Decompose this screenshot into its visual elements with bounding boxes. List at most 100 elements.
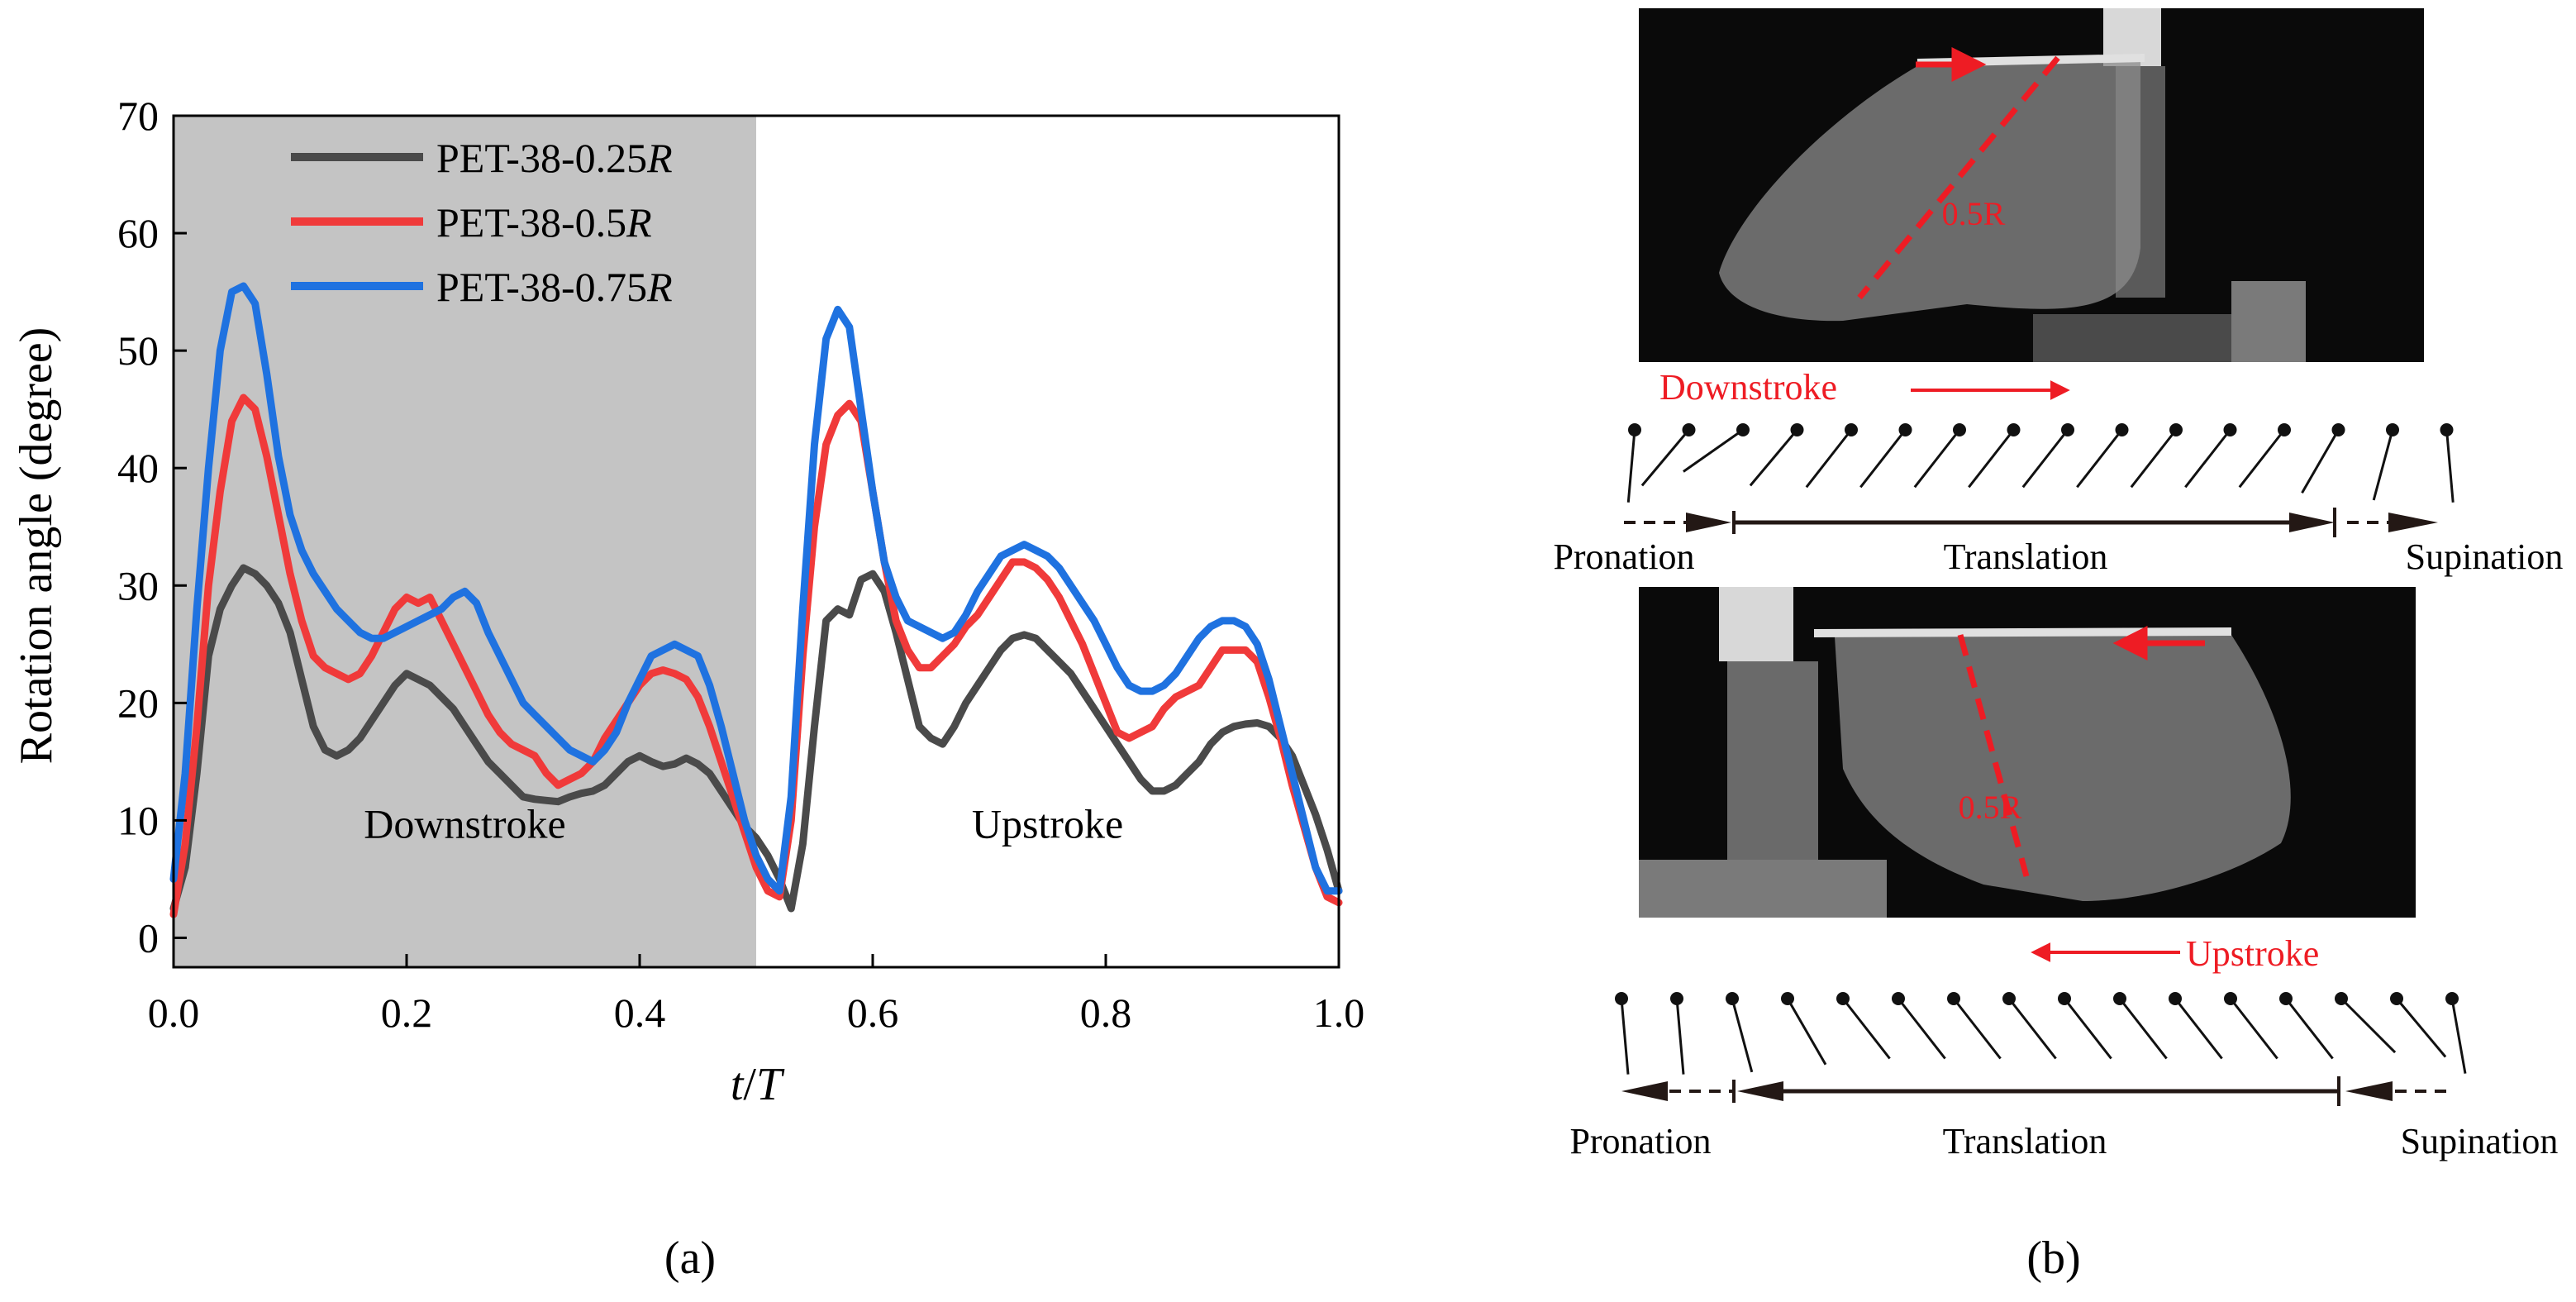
- y-tick-label: 40: [117, 445, 159, 491]
- wing-pivot-dot: [1898, 423, 1912, 436]
- x-tick-label: 0.8: [1080, 990, 1132, 1036]
- downstroke-shaded-region: [174, 116, 756, 967]
- translation-label-top: Translation: [1944, 537, 2108, 577]
- x-axis-title: t/T: [731, 1059, 785, 1110]
- chart-panel-a: 0.0 0.2 0.4 0.6 0.8 1.0 0 10 20 30 40 50 60 70 Downst…: [11, 93, 1364, 1284]
- wing-section-line: [2130, 429, 2178, 489]
- wing-section-line: [2076, 429, 2123, 489]
- pronation-arrowhead-bottom: [1621, 1081, 1668, 1101]
- pronation-arrowhead-top: [1686, 513, 1731, 532]
- wing-pivot-dot: [2113, 992, 2126, 1005]
- x-tick-label: 0.2: [381, 990, 433, 1036]
- x-tick-label: 0.4: [614, 990, 666, 1036]
- wing-section-line: [1952, 998, 2002, 1060]
- translation-arrowhead-bottom: [1737, 1081, 1783, 1101]
- wing-pivot-dot: [1615, 992, 1628, 1005]
- supination-label-top: Supination: [2406, 537, 2564, 577]
- wing-pivot-dot: [2278, 423, 2291, 436]
- y-tick-label: 30: [117, 562, 159, 608]
- phase-bar-downstroke: Pronation Translation Supination: [1553, 508, 2563, 577]
- wing-section-line: [1683, 428, 1744, 473]
- axis-ticks: 0.0 0.2 0.4 0.6 0.8 1.0 0 10 20 30 40 50 60 70: [117, 93, 1364, 1036]
- wing-pivot-dot: [2061, 423, 2074, 436]
- supination-label-bottom: Supination: [2401, 1121, 2559, 1161]
- wing-pivot-dot: [2445, 992, 2459, 1005]
- x-tick-label: 0.6: [847, 990, 899, 1036]
- x-tick-label: 0.0: [148, 990, 200, 1036]
- wing-section-line: [2021, 429, 2069, 489]
- photo-upstroke: 0.5R: [1639, 587, 2416, 918]
- wing-pivot-dot: [2223, 423, 2237, 436]
- wing-section-line: [1805, 429, 1853, 489]
- legend: PET-38-0.25R PET-38-0.5R PET-38-0.75R: [291, 135, 673, 310]
- wing-membrane-bottom: [1835, 635, 2291, 901]
- wing-rotation-sequence-upstroke: [1615, 992, 2467, 1075]
- wing-section-line: [1749, 429, 1798, 487]
- wing-section-line: [2372, 429, 2394, 501]
- mount-post-bottom: [1727, 661, 1818, 876]
- wing-rotation-sequence-downstroke: [1626, 423, 2455, 503]
- legend-label-075r: PET-38-0.75R: [436, 264, 673, 310]
- y-tick-label: 50: [117, 327, 159, 374]
- series-line-025r: [169, 564, 1343, 913]
- y-axis-title: Rotation angle (degree): [11, 327, 62, 765]
- translation-arrowhead-top: [2289, 513, 2335, 532]
- wing-pivot-dot: [1628, 423, 1641, 436]
- mount-base: [2033, 314, 2248, 362]
- pronation-label-top: Pronation: [1553, 537, 1694, 577]
- wing-pivot-dot: [1790, 423, 1804, 436]
- wing-pivot-dot: [2279, 992, 2293, 1005]
- wing-section-line: [1913, 429, 1961, 489]
- series-line-075r: [169, 282, 1343, 895]
- wing-pivot-dot: [1892, 992, 1905, 1005]
- annotation-downstroke: Downstroke: [364, 801, 565, 847]
- legend-label-025r: PET-38-0.25R: [436, 135, 673, 181]
- y-tick-label: 20: [117, 680, 159, 726]
- supination-arrowhead-bottom: [2345, 1081, 2393, 1101]
- wing-section-line: [1968, 429, 2015, 489]
- panel-label-a: (a): [664, 1233, 716, 1284]
- measure-label-top: 0.5R: [1942, 195, 2006, 232]
- mount-clamp: [2231, 281, 2306, 362]
- supination-arrowhead-top: [2388, 513, 2438, 532]
- upstroke-label: Upstroke: [2186, 933, 2319, 974]
- translation-label-bottom: Translation: [1943, 1121, 2107, 1161]
- wing-membrane: [1719, 60, 2140, 322]
- wing-pivot-dot: [1670, 992, 1683, 1005]
- series-layer: [169, 282, 1343, 918]
- wing-section-line: [2340, 997, 2397, 1054]
- wing-section-line: [1731, 998, 1754, 1073]
- wing-section-line: [1620, 998, 1630, 1075]
- series-line-05r: [169, 393, 1343, 918]
- wing-section-line: [2184, 429, 2231, 489]
- mount-block-bottom: [1719, 587, 1793, 661]
- wing-pivot-dot: [1953, 423, 1966, 436]
- wing-section-line: [2118, 998, 2168, 1060]
- schematic-panel-b: 0.5R Downstroke Pronation Translation Su…: [1553, 8, 2563, 1284]
- wing-section-line: [2063, 998, 2112, 1060]
- wing-pivot-dot: [2007, 423, 2021, 436]
- measure-label-bottom: 0.5R: [1959, 789, 2022, 826]
- photo-downstroke: 0.5R: [1639, 8, 2424, 362]
- wing-pivot-dot: [1845, 423, 1858, 436]
- wing-section-line: [2174, 998, 2223, 1060]
- phase-bar-upstroke: Pronation Translation Supination: [1569, 1076, 2558, 1161]
- wing-section-line: [2284, 998, 2334, 1060]
- legend-label-05r: PET-38-0.5R: [436, 199, 652, 246]
- y-tick-label: 0: [138, 914, 159, 961]
- wing-section-line: [2301, 429, 2340, 494]
- y-tick-label: 10: [117, 797, 159, 843]
- panel-label-b: (b): [2026, 1233, 2080, 1284]
- wing-pivot-dot: [2390, 992, 2403, 1005]
- wing-pivot-dot: [2002, 992, 2016, 1005]
- mount-base-bottom: [1639, 860, 1887, 918]
- wing-pivot-dot: [1836, 992, 1850, 1005]
- wing-section-line: [2238, 429, 2286, 489]
- wing-section-line: [1841, 998, 1891, 1060]
- wing-leading-edge-bottom: [1813, 627, 2232, 637]
- downstroke-label: Downstroke: [1659, 367, 1837, 408]
- wing-section-line: [1675, 998, 1685, 1075]
- wing-pivot-dot: [2440, 423, 2454, 436]
- wing-pivot-dot: [1781, 992, 1794, 1005]
